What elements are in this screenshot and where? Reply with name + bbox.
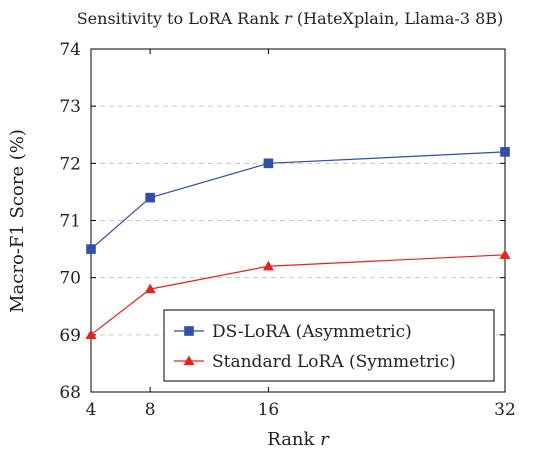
data-point [144, 283, 156, 294]
data-point [85, 329, 97, 339]
grid-lines [91, 105, 505, 336]
x-axis-title: Rank r [267, 429, 330, 450]
legend-box [163, 309, 495, 382]
data-point [262, 260, 274, 271]
x-tick-label: 4 [86, 400, 97, 420]
x-tick-label: 16 [258, 400, 280, 420]
legend-marker [183, 355, 195, 366]
y-tick-label: 70 [59, 269, 81, 289]
data-point [263, 158, 274, 169]
series-group [85, 147, 511, 339]
data-point [86, 244, 96, 254]
y-tick-label: 68 [59, 383, 81, 403]
y-tick-label: 71 [59, 212, 81, 232]
legend: DS-LoRA (Asymmetric) Standard LoRA (Symme… [163, 309, 495, 382]
y-axis-ticks: 68 69 70 71 72 73 74 [59, 40, 505, 403]
y-tick-label: 72 [59, 154, 81, 174]
chart-title: Sensitivity to LoRA Rank r (HateXplain, … [77, 9, 504, 28]
series-1 [85, 249, 511, 339]
legend-marker [184, 326, 194, 336]
x-axis-ticks: 4 8 16 32 [86, 49, 516, 420]
y-tick-label: 69 [59, 326, 81, 346]
data-point [499, 249, 511, 259]
series-line-0 [90, 151, 506, 250]
legend-label: DS-LoRA (Asymmetric) [212, 322, 412, 342]
data-point [145, 192, 155, 203]
series-0 [86, 147, 510, 254]
y-tick-label: 73 [59, 97, 81, 117]
y-tick-label: 74 [59, 40, 81, 60]
x-tick-label: 32 [494, 400, 516, 420]
series-line-1 [90, 254, 506, 336]
y-axis-title: Macro-F1 Score (%) [7, 129, 28, 313]
x-tick-label: 8 [145, 400, 156, 420]
data-point [500, 147, 510, 157]
legend-label: Standard LoRA (Symmetric) [212, 352, 456, 372]
